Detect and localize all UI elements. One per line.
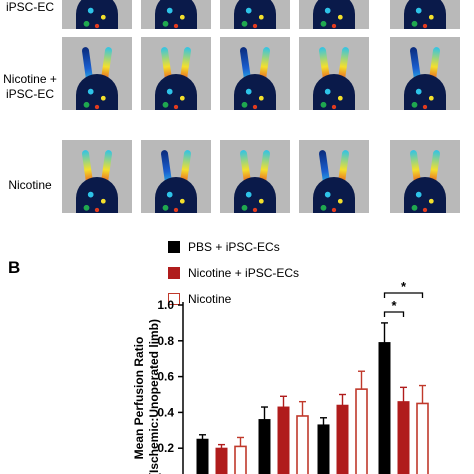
bar [196, 438, 209, 474]
body-shape [234, 74, 276, 110]
row-label-nicotine-ipsc: Nicotine + iPSC-EC [0, 72, 60, 102]
y-tick-label: 1.0 [157, 298, 174, 312]
row-label-partial: iPSC-EC [5, 0, 54, 14]
body-shape [76, 74, 118, 110]
body-shape [234, 0, 276, 29]
bar [378, 342, 391, 474]
body-shape [76, 0, 118, 29]
legend-label-nicotine: Nicotine [188, 292, 232, 306]
y-tick-label: 0.2 [157, 441, 174, 455]
bar [317, 424, 330, 474]
perfusion-image-r1-c1 [62, 0, 132, 29]
perfusion-image-r2-c2 [141, 37, 211, 110]
y-tick-label: 0.6 [157, 370, 174, 384]
perfusion-image-r1-c5 [390, 0, 460, 29]
row-label-line-2: iPSC-EC [5, 87, 54, 101]
perfusion-image-r1-c4 [299, 0, 369, 29]
panel-b-label: B [8, 258, 21, 277]
significance-star: * [391, 298, 397, 313]
legend-label-nicotine-ipsc: Nicotine + iPSC-ECs [188, 266, 300, 280]
bar [416, 402, 429, 474]
perfusion-image-r2-c5 [390, 37, 460, 110]
body-shape [155, 177, 197, 213]
body-shape [404, 177, 446, 213]
perfusion-image-r2-c1 [62, 37, 132, 110]
bracket-pbs-vs-nicotine-ipsc [383, 311, 405, 317]
y-axis-label-line-1: Mean Perfusion Ratio [132, 337, 146, 460]
perfusion-image-r1-c2 [141, 0, 211, 29]
y-axis-label: Mean Perfusion Ratio (Ischemic:Unoperate… [132, 319, 161, 474]
bars [196, 322, 429, 474]
body-shape [313, 177, 355, 213]
body-shape [404, 74, 446, 110]
body-shape [76, 177, 118, 213]
row-label-line-1: Nicotine + [3, 72, 57, 86]
legend-swatch-nicotine [168, 293, 180, 305]
legend-label-pbs: PBS + iPSC-ECs [188, 240, 280, 254]
bar [355, 388, 368, 474]
perfusion-image-r3-c2 [141, 140, 211, 213]
y-tick-label: 0.4 [157, 405, 174, 419]
body-shape [234, 177, 276, 213]
y-tick-label: 0.8 [157, 334, 174, 348]
body-shape [313, 0, 355, 29]
body-shape [404, 0, 446, 29]
perfusion-image-r3-c4 [299, 140, 369, 213]
y-axis-label-line-2: (Ischemic:Unoperated limb) [147, 319, 161, 474]
bar [234, 445, 247, 474]
perfusion-image-r3-c1 [62, 140, 132, 213]
bar [397, 401, 410, 474]
legend-swatch-nicotine-ipsc [168, 267, 180, 279]
bracket-pbs-vs-nicotine [383, 292, 424, 298]
legend-swatch-pbs [168, 241, 180, 253]
body-shape [155, 0, 197, 29]
perfusion-image-r3-c3 [220, 140, 290, 213]
perfusion-image-r2-c3 [220, 37, 290, 110]
significance-star: * [401, 279, 407, 294]
body-shape [155, 74, 197, 110]
row-label-nicotine: Nicotine [8, 178, 52, 192]
bar [215, 447, 228, 474]
perfusion-image-r3-c5 [390, 140, 460, 213]
bar [277, 406, 290, 474]
bar [296, 415, 309, 474]
significance-annotations: ** [383, 279, 424, 317]
body-shape [313, 74, 355, 110]
perfusion-image-r2-c4 [299, 37, 369, 110]
y-axis: 0.2 0.4 0.6 0.8 1.0 [157, 298, 184, 474]
bar [258, 419, 271, 474]
perfusion-image-r1-c3 [220, 0, 290, 29]
bar [336, 404, 349, 474]
